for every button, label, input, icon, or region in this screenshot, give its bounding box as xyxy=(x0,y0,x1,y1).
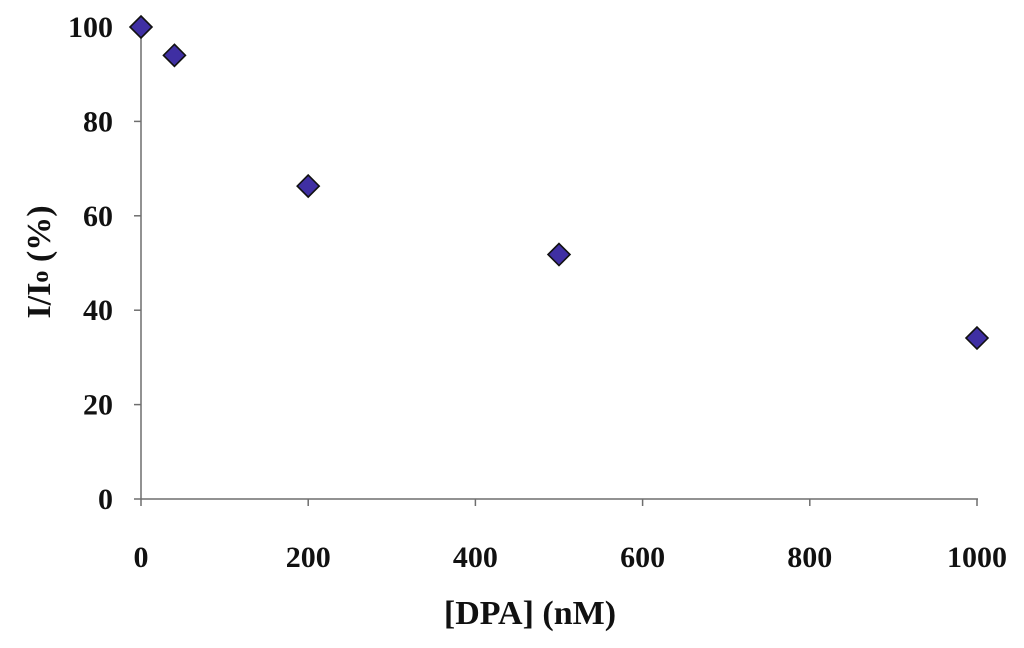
y-tick-label: 100 xyxy=(68,11,113,44)
x-tick-label: 0 xyxy=(134,541,149,574)
x-tick-label: 200 xyxy=(286,541,331,574)
y-tick-label: 80 xyxy=(83,105,113,138)
data-point xyxy=(162,43,187,68)
y-axis-title-sub: o xyxy=(28,271,54,283)
x-tick-label: 400 xyxy=(453,541,498,574)
x-ticks: 0 200 400 600 800 1000 xyxy=(134,499,1007,574)
y-tick-label: 0 xyxy=(98,483,113,516)
x-axis-title: [DPA] (nM) xyxy=(444,595,616,632)
y-tick-label: 60 xyxy=(83,200,113,233)
data-points xyxy=(128,14,990,351)
y-axis-title-main: I/I xyxy=(21,283,58,319)
axes xyxy=(140,27,978,500)
y-tick-label: 40 xyxy=(83,294,113,327)
data-point xyxy=(964,325,990,351)
x-tick-label: 600 xyxy=(620,541,665,574)
data-point xyxy=(296,173,321,199)
x-tick-label: 1000 xyxy=(947,541,1007,574)
y-ticks: 0 20 40 60 80 100 xyxy=(68,11,141,516)
data-point xyxy=(128,14,154,40)
y-tick-label: 20 xyxy=(83,389,113,422)
y-axis-title: I/Io (%) xyxy=(21,205,58,318)
data-point xyxy=(546,242,572,267)
x-tick-label: 800 xyxy=(787,541,832,574)
y-axis-title-suffix: (%) xyxy=(21,205,58,270)
